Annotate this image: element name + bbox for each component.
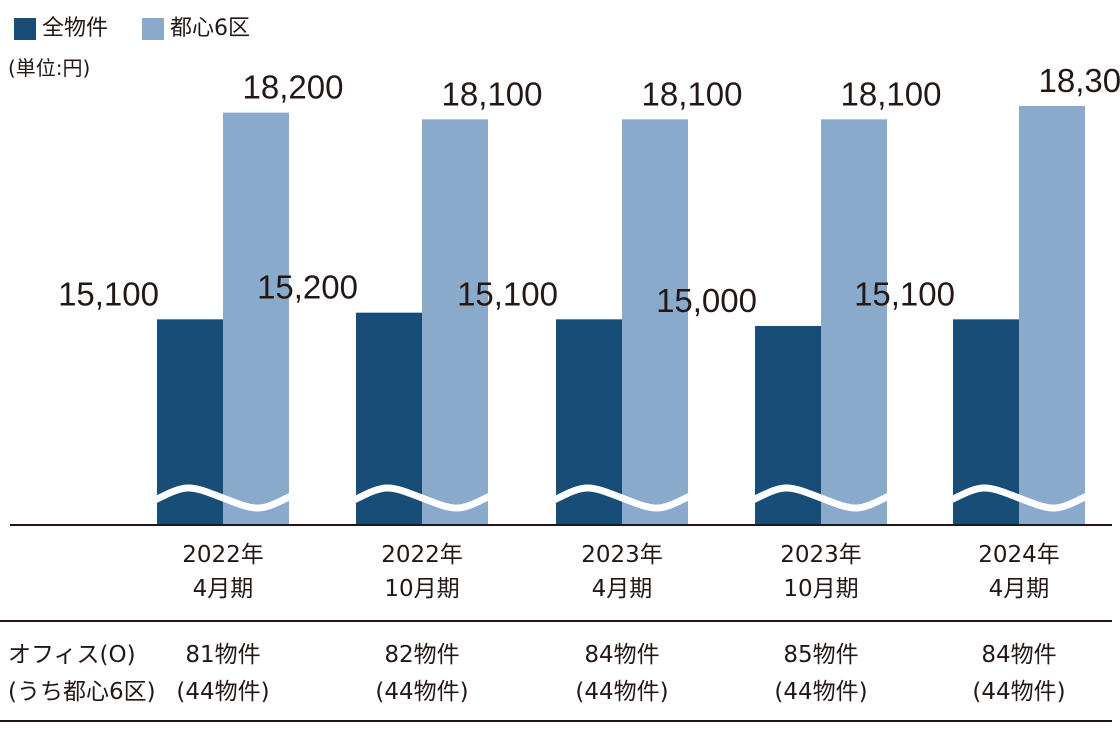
axis-break-4: [945, 484, 1093, 512]
axis-break-2: [548, 484, 696, 512]
bar-central-4: [1019, 106, 1085, 525]
period-line1-3: 2023年: [780, 542, 862, 568]
period-line2-0: 4月期: [192, 576, 254, 602]
data-label-central-0: 18,200: [243, 69, 344, 106]
data-label-central-4: 18,300: [1039, 62, 1120, 99]
bar-central-0: [223, 112, 289, 526]
axis-break-3: [747, 484, 895, 512]
data-label-central-1: 18,100: [442, 75, 543, 112]
property-count-0: 81物件: [185, 642, 261, 668]
period-line2-3: 10月期: [783, 576, 859, 602]
property-count-3: 85物件: [783, 642, 859, 668]
central-count-1: (44物件): [375, 679, 469, 705]
data-label-all-4: 15,100: [854, 275, 955, 312]
property-count-4: 84物件: [981, 642, 1057, 668]
data-label-central-2: 18,100: [642, 75, 743, 112]
axis-break-1: [348, 484, 496, 512]
period-line1-2: 2023年: [581, 542, 663, 568]
period-line2-1: 10月期: [384, 576, 460, 602]
data-label-all-3: 15,000: [656, 282, 757, 319]
property-count-2: 84物件: [584, 642, 660, 668]
legend-swatch-all: [14, 18, 36, 40]
data-label-all-1: 15,200: [257, 269, 358, 306]
bar-central-3: [821, 119, 887, 525]
bar-central-1: [422, 119, 488, 525]
data-label-all-2: 15,100: [457, 275, 558, 312]
legend-swatch-central: [142, 18, 164, 40]
data-label-central-3: 18,100: [841, 75, 942, 112]
period-line2-2: 4月期: [591, 576, 653, 602]
central-count-4: (44物件): [972, 679, 1066, 705]
axis-break-0: [149, 484, 297, 512]
row-label-central: (うち都心6区): [8, 679, 156, 705]
row-label-office: オフィス(O): [8, 642, 136, 668]
bar-central-2: [622, 119, 688, 525]
unit-label: (単位:円): [8, 56, 91, 80]
central-count-2: (44物件): [575, 679, 669, 705]
period-line2-4: 4月期: [988, 576, 1050, 602]
period-line1-1: 2022年: [381, 542, 463, 568]
legend-label-all: 全物件: [42, 16, 109, 41]
period-line1-4: 2024年: [978, 542, 1060, 568]
central-count-3: (44物件): [774, 679, 868, 705]
property-count-1: 82物件: [384, 642, 460, 668]
legend-label-central: 都心6区: [170, 16, 250, 41]
data-label-all-0: 15,100: [58, 275, 159, 312]
period-line1-0: 2022年: [182, 542, 264, 568]
central-count-0: (44物件): [176, 679, 270, 705]
